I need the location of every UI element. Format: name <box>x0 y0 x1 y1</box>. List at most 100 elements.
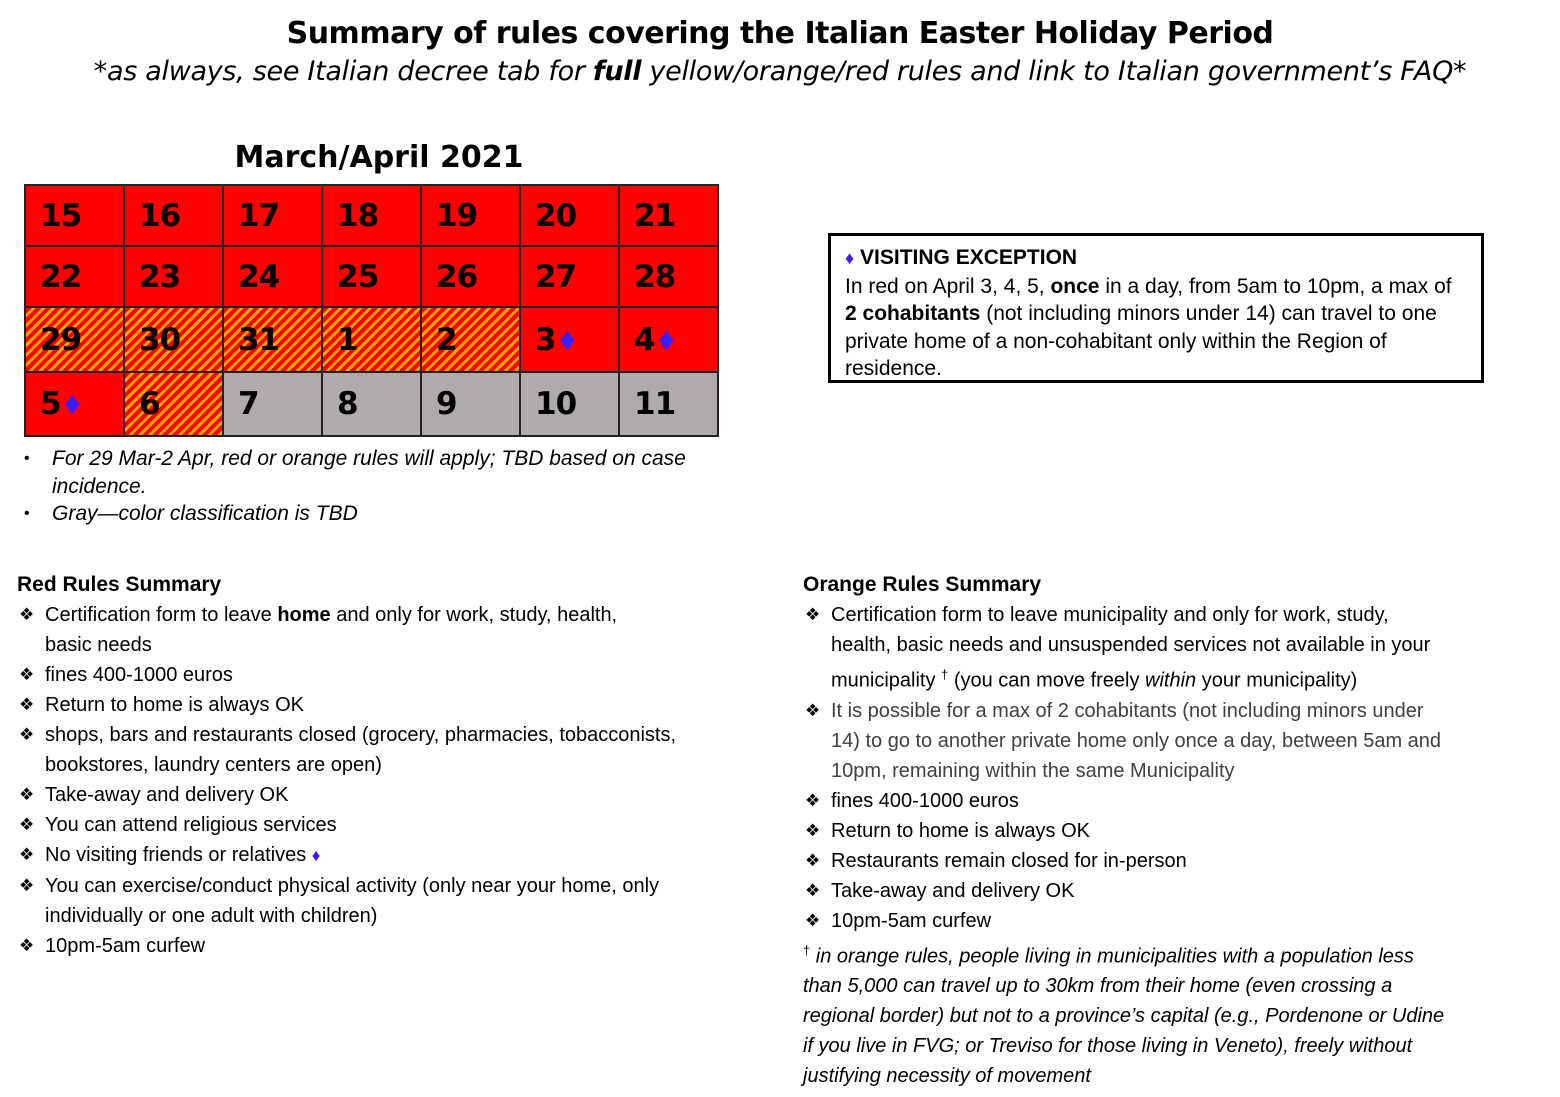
text-segment: full <box>592 56 642 87</box>
rule-line: Take-away and delivery OK <box>831 876 1444 906</box>
rule-item: ❖ Take-away and delivery OK <box>803 876 1444 906</box>
rule-line: Certification form to leave home and onl… <box>45 600 676 630</box>
calendar-day: 7 <box>222 371 323 437</box>
bullet-icon: ❖ <box>805 820 821 840</box>
day-number: 7 <box>238 386 260 422</box>
bullet-icon: ❖ <box>19 845 35 864</box>
text-segment: justifying necessity of movement <box>803 1065 1091 1088</box>
calendar-day: 21 <box>618 184 719 247</box>
day-number: 8 <box>337 386 359 422</box>
calendar-day: 3♦ <box>519 306 620 373</box>
footnote-line: † in orange rules, people living in muni… <box>803 936 1444 972</box>
rule-line: 10pm, remaining within the same Municipa… <box>831 756 1444 786</box>
text-segment: in orange rules, people living in munici… <box>810 945 1414 968</box>
day-number: 25 <box>337 258 379 295</box>
rule-item: ❖ 10pm-5am curfew <box>803 906 1444 936</box>
day-number: 30 <box>139 321 181 358</box>
rule-line: You can attend religious services <box>45 810 676 840</box>
text-segment: shops, bars and restaurants closed (groc… <box>45 724 677 746</box>
calendar-day: 18 <box>321 184 422 247</box>
text-segment: in a day, from 5am to 10pm, a max of <box>1099 274 1452 298</box>
rule-line: It is possible for a max of 2 cohabitant… <box>831 696 1444 726</box>
calendar-week: 22 23 24 25 26 27 28 <box>24 245 719 308</box>
calendar-day: 9 <box>420 371 521 437</box>
text-segment: It is possible for a max of 2 cohabitant… <box>831 699 1424 722</box>
rule-line: No visiting friends or relatives ♦ <box>45 840 676 871</box>
text-segment: yellow/orange/red rules and link to Ital… <box>641 56 1467 87</box>
text-segment: Certification form to leave <box>45 604 278 626</box>
calendar-note: Gray—color classification is TBD <box>24 500 764 528</box>
bullet-icon: ❖ <box>19 876 35 895</box>
calendar-day: 28 <box>618 245 719 308</box>
rule-line: fines 400-1000 euros <box>831 786 1444 816</box>
rule-line: Certification form to leave municipality… <box>831 600 1444 630</box>
calendar-day: 11 <box>618 371 719 437</box>
day-number: 17 <box>238 197 280 234</box>
calendar-day: 24 <box>222 245 323 308</box>
day-number: 23 <box>139 258 181 295</box>
text-segment: municipality <box>831 669 942 692</box>
day-number: 31 <box>238 321 280 358</box>
calendar-day: 30 <box>123 306 224 373</box>
day-number: 18 <box>337 197 379 234</box>
text-segment: *as always, see Italian decree tab for <box>93 56 593 87</box>
bullet-icon: ❖ <box>19 936 35 955</box>
calendar-day: 29 <box>24 306 125 373</box>
diamond-icon: ♦ <box>311 846 321 865</box>
calendar-day: 16 <box>123 184 224 247</box>
rule-line: 14) to go to another private home only o… <box>831 726 1444 756</box>
orange-rules-section: Orange Rules Summary ❖ Certification form… <box>803 570 1444 1091</box>
red-rules-heading: Red Rules Summary <box>17 573 222 596</box>
day-number: 10 <box>535 386 577 422</box>
day-number: 28 <box>634 258 676 295</box>
text-segment: your municipality) <box>1196 669 1358 692</box>
calendar-day: 22 <box>24 245 125 308</box>
visiting-heading: VISITING EXCEPTION <box>860 246 1078 269</box>
day-number: 1 <box>337 321 359 358</box>
day-number: 6 <box>139 386 161 422</box>
diamond-icon: ♦ <box>60 391 84 421</box>
text-segment: fines 400-1000 euros <box>831 789 1019 812</box>
calendar-title: March/April 2021 <box>234 140 524 175</box>
orange-rules-heading: Orange Rules Summary <box>803 573 1042 596</box>
rule-line: health, basic needs and unsuspended serv… <box>831 630 1444 660</box>
text-segment: (not including minors under 14) can trav… <box>845 302 1437 380</box>
rule-item: ❖ Restaurants remain closed for in-person <box>803 846 1444 876</box>
rule-item: ❖ You can attend religious services <box>17 810 676 840</box>
rule-item: ❖ It is possible for a max of 2 cohabitan… <box>803 696 1444 786</box>
visiting-body: In red on April 3, 4, 5, once in a day, … <box>845 273 1467 383</box>
text-segment: and only for work, study, health, <box>330 604 618 626</box>
text-segment: if you live in FVG; or Treviso for those… <box>803 1035 1413 1058</box>
rule-line: shops, bars and restaurants closed (groc… <box>45 720 676 750</box>
bullet-icon: ❖ <box>19 785 35 804</box>
rule-item: ❖ fines 400-1000 euros <box>803 786 1444 816</box>
rule-item: ❖ shops, bars and restaurants closed (gro… <box>17 720 676 780</box>
page-title: Summary of rules covering the Italian Ea… <box>286 16 1274 51</box>
day-number: 19 <box>436 197 478 234</box>
calendar-day: 23 <box>123 245 224 308</box>
text-segment: Return to home is always OK <box>45 694 304 716</box>
day-number: 3 <box>535 321 557 358</box>
calendar-week: 15 16 17 18 19 20 21 <box>24 184 719 247</box>
calendar-day: 6 <box>123 371 224 437</box>
text-segment: Take-away and delivery OK <box>831 879 1075 902</box>
calendar-day: 5♦ <box>24 371 125 437</box>
day-number: 20 <box>535 197 577 234</box>
calendar-week: 29 30 31 1 2 3♦ 4♦ <box>24 306 719 373</box>
rule-line: individually or one adult with children) <box>45 901 676 931</box>
text-segment: than 5,000 can travel up to 30km from th… <box>803 975 1393 998</box>
text-segment: regional border) but not to a province’s… <box>803 1005 1445 1028</box>
red-rules-section: Red Rules Summary ❖ Certification form to… <box>17 570 676 961</box>
rule-line: Return to home is always OK <box>831 816 1444 846</box>
bullet-icon: ❖ <box>805 850 821 870</box>
bullet-icon: ❖ <box>805 700 821 720</box>
day-number: 22 <box>40 258 82 295</box>
calendar-day: 31 <box>222 306 323 373</box>
calendar-day: 1 <box>321 306 422 373</box>
day-number: 4 <box>634 321 656 358</box>
calendar-day: 17 <box>222 184 323 247</box>
day-number: 21 <box>634 197 676 234</box>
page-subtitle: *as always, see Italian decree tab for f… <box>0 56 1560 87</box>
bullet-icon: ❖ <box>805 880 821 900</box>
day-number: 5 <box>40 386 62 422</box>
